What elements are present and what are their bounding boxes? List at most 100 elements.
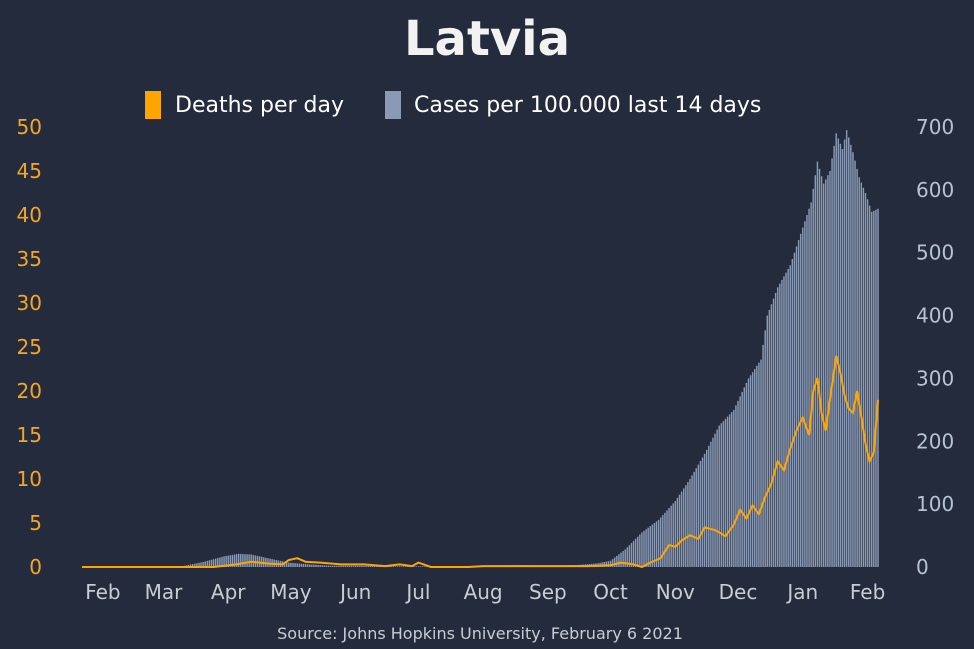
cases-bar [628, 545, 631, 567]
cases-bar [820, 176, 823, 568]
cases-bar [346, 565, 349, 567]
source-note: Source: Johns Hopkins University, Februa… [277, 624, 683, 643]
cases-bar [674, 501, 677, 567]
cases-bar [864, 193, 867, 567]
cases-bar [325, 565, 328, 567]
cases-bar [210, 559, 213, 567]
cases-bar [653, 523, 656, 567]
cases-bar [804, 221, 806, 568]
cases-bar [772, 298, 775, 567]
cases-bar [749, 375, 752, 567]
right-axis-tick-label: 0 [916, 555, 929, 579]
cases-bar [799, 233, 802, 568]
cases-bar [645, 529, 647, 567]
cases-bar [829, 171, 831, 567]
left-axis-tick-label: 5 [29, 511, 42, 535]
cases-bar [866, 199, 869, 568]
cases-bar [637, 536, 639, 567]
cases-bar [334, 565, 336, 567]
cases-bar [845, 130, 848, 567]
cases-bar [634, 538, 637, 567]
cases-bar [371, 566, 374, 567]
cases-bar [726, 416, 729, 567]
cases-bar [680, 491, 683, 567]
legend-swatch-cases [385, 91, 401, 119]
cases-bar [647, 527, 649, 567]
cases-bar [747, 378, 750, 567]
cases-bar [659, 517, 662, 567]
cases-bar [860, 182, 863, 567]
cases-bar [632, 540, 635, 567]
cases-bar [415, 566, 418, 567]
cases-bar [818, 168, 821, 567]
cases-bar [862, 187, 865, 567]
cases-bar [758, 362, 760, 567]
cases-bar [676, 497, 679, 567]
cases-bar [198, 562, 200, 567]
cases-bar [822, 183, 825, 567]
left-axis-tick-label: 0 [29, 555, 42, 579]
cases-bar [810, 202, 812, 567]
cases-bar [783, 276, 785, 567]
cases-bar [624, 549, 626, 567]
cases-bar [214, 558, 217, 567]
cases-bar [739, 396, 741, 567]
cases-bar [827, 175, 829, 567]
cases-bar [766, 315, 768, 567]
x-axis-tick-label: Mar [145, 580, 184, 604]
cases-bar [793, 252, 796, 567]
cases-bar [352, 565, 355, 567]
cases-bar [605, 561, 608, 567]
cases-bar [626, 547, 629, 567]
cases-bar [670, 505, 672, 567]
cases-bar [662, 515, 664, 567]
cases-bar [311, 564, 313, 567]
cases-bar [825, 179, 827, 567]
cases-bar [733, 409, 735, 567]
cases-bar [814, 175, 817, 567]
cases-bar [743, 387, 746, 567]
x-axis-tick-label: Jan [785, 580, 818, 604]
cases-bar [722, 421, 725, 567]
cases-bar [309, 564, 311, 567]
cases-bar [189, 564, 192, 567]
cases-bar [754, 369, 756, 567]
cases-bar [206, 560, 209, 567]
cases-bar [240, 553, 242, 567]
cases-bar [728, 414, 731, 567]
cases-bar [774, 292, 777, 567]
left-axis-tick-label: 25 [17, 335, 42, 359]
cases-bar [720, 423, 723, 567]
left-axis-tick-label: 10 [17, 467, 42, 491]
cases-bar [630, 543, 633, 567]
cases-bar [649, 526, 651, 567]
right-axis: 0 100 200 300 400 500 600 700 [916, 115, 954, 579]
cases-bar [655, 521, 658, 567]
cases-bar [398, 566, 401, 567]
x-axis-tick-label: Dec [719, 580, 758, 604]
cases-bar [622, 551, 624, 567]
right-axis-tick-label: 200 [916, 429, 954, 453]
cases-bar [313, 564, 315, 567]
cases-bar [839, 143, 842, 567]
right-axis-tick-label: 500 [916, 241, 954, 265]
left-axis-tick-label: 15 [17, 423, 42, 447]
legend-label-deaths: Deaths per day [175, 93, 344, 118]
cases-bar [689, 479, 691, 567]
cases-bar [806, 215, 808, 567]
cases-bar [877, 208, 879, 567]
cases-bar [392, 566, 395, 567]
cases-bar [296, 563, 298, 567]
cases-bar [795, 246, 798, 567]
cases-bar [315, 564, 317, 567]
cases-bar [873, 210, 875, 567]
cases-bar [816, 161, 819, 567]
x-axis-tick-label: Feb [85, 580, 120, 604]
cases-bar [703, 453, 706, 567]
cases-bar [283, 561, 286, 567]
cases-bar [616, 555, 618, 567]
cases-bar [781, 279, 783, 567]
cases-bar [856, 168, 858, 567]
cases-bar [242, 554, 244, 567]
cases-bar [875, 209, 877, 567]
